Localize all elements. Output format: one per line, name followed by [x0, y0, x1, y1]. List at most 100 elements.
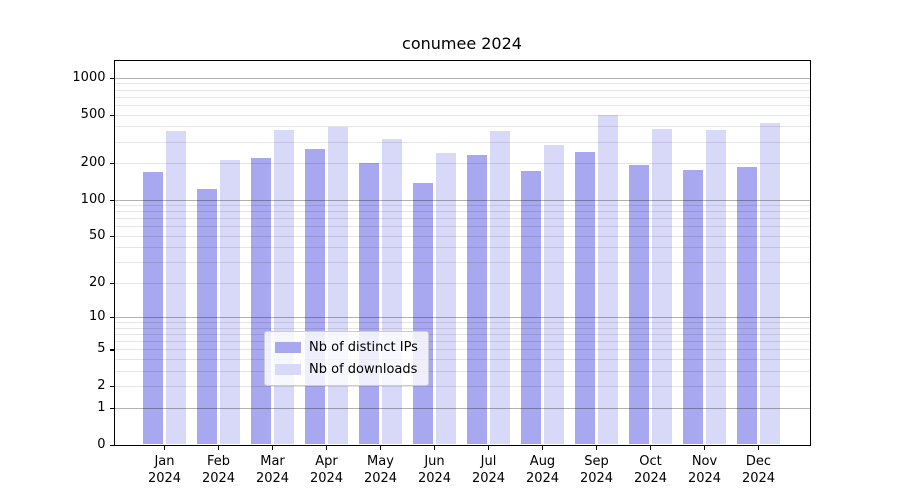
bar-downloads — [543, 145, 565, 445]
legend-label: Nb of distinct IPs — [309, 340, 418, 355]
x-tick-label: Apr 2024 — [309, 453, 344, 486]
gridline-major — [114, 407, 810, 409]
x-tick-label: Sep 2024 — [579, 453, 614, 486]
bar-ips — [628, 164, 650, 445]
gridline-minor — [114, 104, 810, 106]
gridline-major — [114, 77, 810, 79]
bar-downloads — [489, 130, 511, 445]
axis-spine-bottom — [114, 444, 812, 446]
y-tick-label: 1000 — [72, 69, 106, 85]
y-tick-label: 10 — [88, 309, 106, 325]
x-tick-mark — [649, 445, 652, 451]
bar-downloads — [705, 130, 727, 445]
gridline-minor — [114, 386, 810, 388]
gridline-minor — [114, 89, 810, 91]
bar-downloads — [759, 123, 781, 445]
gridline-minor — [114, 334, 810, 336]
bar-ips — [142, 171, 164, 445]
x-tick-label: Nov 2024 — [687, 453, 722, 486]
bar-downloads — [327, 127, 349, 445]
x-tick-label: Mar 2024 — [255, 453, 290, 486]
x-tick-label: Jan 2024 — [147, 453, 182, 486]
legend: Nb of distinct IPs Nb of downloads — [264, 331, 429, 386]
y-tick-mark — [109, 77, 114, 80]
gridline-minor — [114, 262, 810, 264]
x-tick-mark — [433, 445, 436, 451]
y-tick-mark — [109, 114, 114, 116]
axis-spine-left — [114, 60, 116, 446]
y-tick-label: 5 — [97, 341, 106, 357]
bar-downloads — [165, 130, 187, 445]
y-tick-mark — [109, 199, 114, 201]
plot-area — [114, 60, 810, 445]
y-tick-mark — [109, 349, 114, 351]
x-tick-mark — [595, 445, 598, 451]
x-tick-mark — [757, 445, 760, 451]
x-tick-mark — [217, 445, 220, 451]
x-tick-label: Jun 2024 — [417, 453, 452, 486]
y-tick-mark — [109, 282, 114, 285]
legend-label: Nb of downloads — [309, 362, 418, 377]
bar-ips — [520, 171, 542, 445]
bar-ips — [412, 182, 434, 445]
legend-swatch — [275, 342, 301, 353]
gridline-minor — [114, 114, 810, 116]
bar-downloads — [597, 115, 619, 445]
y-tick-label: 2 — [97, 378, 106, 394]
legend-row: Nb of downloads — [275, 360, 418, 379]
gridline-minor — [114, 349, 810, 351]
gridline-minor — [114, 96, 810, 98]
y-tick-label: 50 — [88, 227, 106, 243]
bar-downloads — [435, 153, 457, 445]
bar-downloads — [651, 129, 673, 445]
gridline-minor — [114, 322, 810, 324]
gridline-minor — [114, 359, 810, 361]
gridline-minor — [114, 83, 810, 85]
x-tick-label: Jul 2024 — [471, 453, 506, 486]
x-tick-mark — [325, 445, 328, 451]
bar-downloads — [381, 139, 403, 445]
gridline-minor — [114, 247, 810, 249]
y-tick-label: 100 — [80, 191, 106, 207]
y-tick-label: 500 — [80, 106, 106, 122]
y-tick-label: 20 — [88, 274, 106, 290]
y-tick-mark — [109, 407, 114, 409]
x-tick-mark — [163, 445, 166, 451]
axis-spine-top — [114, 60, 810, 62]
x-tick-mark — [541, 445, 544, 451]
legend-row: Nb of distinct IPs — [275, 338, 418, 357]
x-tick-mark — [487, 445, 490, 451]
x-tick-label: Oct 2024 — [633, 453, 668, 486]
y-tick-mark — [109, 386, 114, 388]
chart-title: conumee 2024 — [402, 34, 522, 53]
gridline-minor — [114, 226, 810, 228]
x-tick-mark — [703, 445, 706, 451]
gridline-minor — [114, 126, 810, 128]
gridline-minor — [114, 163, 810, 165]
y-tick-label: 1 — [97, 399, 106, 415]
gridline-minor — [114, 205, 810, 207]
x-tick-label: Aug 2024 — [525, 453, 560, 486]
x-tick-label: Dec 2024 — [741, 453, 776, 486]
x-tick-mark — [271, 445, 274, 451]
y-tick-mark — [109, 163, 114, 165]
y-tick-label: 200 — [80, 155, 106, 171]
bar-ips — [304, 149, 326, 445]
x-tick-mark — [379, 445, 382, 451]
gridline-minor — [114, 282, 810, 284]
gridline-minor — [114, 327, 810, 329]
y-tick-mark — [109, 317, 114, 319]
bar-downloads — [273, 129, 295, 445]
bar-ips — [250, 157, 272, 445]
gridline-minor — [114, 141, 810, 143]
gridline-minor — [114, 211, 810, 213]
x-tick-label: May 2024 — [363, 453, 398, 486]
y-tick-mark — [109, 444, 114, 446]
x-tick-label: Feb 2024 — [201, 453, 236, 486]
gridline-minor — [114, 370, 810, 372]
gridline-minor — [114, 235, 810, 237]
bar-downloads — [219, 160, 241, 445]
y-tick-mark — [109, 235, 114, 238]
gridline-minor — [114, 341, 810, 343]
